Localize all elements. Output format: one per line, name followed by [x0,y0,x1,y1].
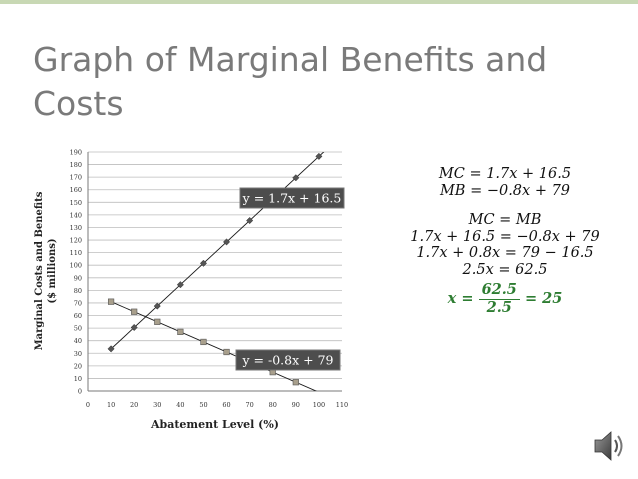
y-tick-label: 0 [78,388,82,396]
x-tick-label: 40 [176,401,184,409]
set-equal-equation: MC = MB [468,212,542,228]
data-point [200,338,207,346]
data-point [131,308,138,315]
result-rhs: = 25 [524,290,563,307]
data-point [107,345,115,353]
equation-panel: MC = 1.7x + 16.5 MB = −0.8x + 79 MC = MB… [400,166,610,316]
slide-title: Graph of Marginal Benefits and Costs [33,40,548,123]
data-point [130,323,138,332]
data-point [292,174,300,182]
mb-equation: MB = −0.8x + 79 [439,182,571,199]
y-tick-label: 60 [74,312,82,320]
trendline-label: y = 1.7x + 16.5 [242,191,342,206]
x-tick-label: 50 [199,401,207,409]
data-point [199,259,208,267]
y-tick-label: 160 [70,186,82,194]
step3-equation: 2.5x = 62.5 [462,261,548,278]
y-tick-label: 190 [70,149,82,157]
data-point [153,302,161,310]
x-tick-label: 10 [107,401,115,409]
result-lhs: x = [447,290,474,307]
data-point [246,217,254,225]
trendline-label-box [235,349,341,371]
data-point [176,281,184,289]
y-tick-label: 50 [74,325,82,333]
result-equation: x = 62.5 2.5 = 25 [400,281,610,316]
x-tick-label: 30 [153,401,161,409]
y-tick-label: 150 [70,199,82,207]
x-tick-label: 20 [130,401,138,409]
step2-equation: 1.7x + 0.8x = 79 − 16.5 [416,245,594,261]
x-tick-label: 0 [86,401,90,409]
data-point [154,318,161,325]
slide-top-stripe [0,0,638,4]
data-point [107,298,115,305]
y-tick-label: 140 [70,211,82,219]
step1-equation: 1.7x + 16.5 = −0.8x + 79 [410,228,600,245]
x-tick-label: 110 [336,401,348,409]
x-tick-label: 70 [245,401,253,409]
trendline-label-box [239,187,345,209]
data-point [292,379,299,386]
data-point [223,348,230,356]
y-tick-label: 170 [70,174,82,182]
y-tick-label: 130 [70,224,82,232]
y-tick-label: 110 [70,249,82,257]
y-axis-title-line1: Marginal Costs and Benefits [34,191,45,350]
trendline-label: y = -0.8x + 79 [242,353,334,368]
result-denominator: 2.5 [486,298,512,316]
result-numerator: 62.5 [478,281,520,300]
data-point [222,238,231,246]
y-tick-label: 20 [74,362,82,370]
speaker-icon[interactable] [592,426,628,466]
y-axis-title-line2: ($ millions) [47,238,58,303]
y-tick-label: 120 [70,237,82,245]
data-point [315,152,323,160]
y-tick-label: 80 [74,287,82,295]
y-tick-label: 180 [70,161,82,169]
result-fraction: 62.5 2.5 [478,281,520,316]
y-axis-title: Marginal Costs and Benefits ($ millions) [34,191,58,350]
x-tick-label: 80 [269,401,277,409]
y-tick-label: 100 [70,262,82,270]
y-tick-label: 90 [74,274,82,282]
y-tick-label: 30 [74,350,82,358]
x-tick-label: 90 [292,401,300,409]
x-axis-title: Abatement Level (%) [150,418,279,431]
x-tick-label: 100 [313,401,325,409]
data-point [177,328,184,335]
y-tick-label: 40 [74,337,82,345]
mc-equation: MC = 1.7x + 16.5 [438,166,572,182]
y-tick-label: 10 [74,375,82,383]
y-tick-label: 70 [74,299,82,307]
x-tick-label: 60 [222,401,230,409]
